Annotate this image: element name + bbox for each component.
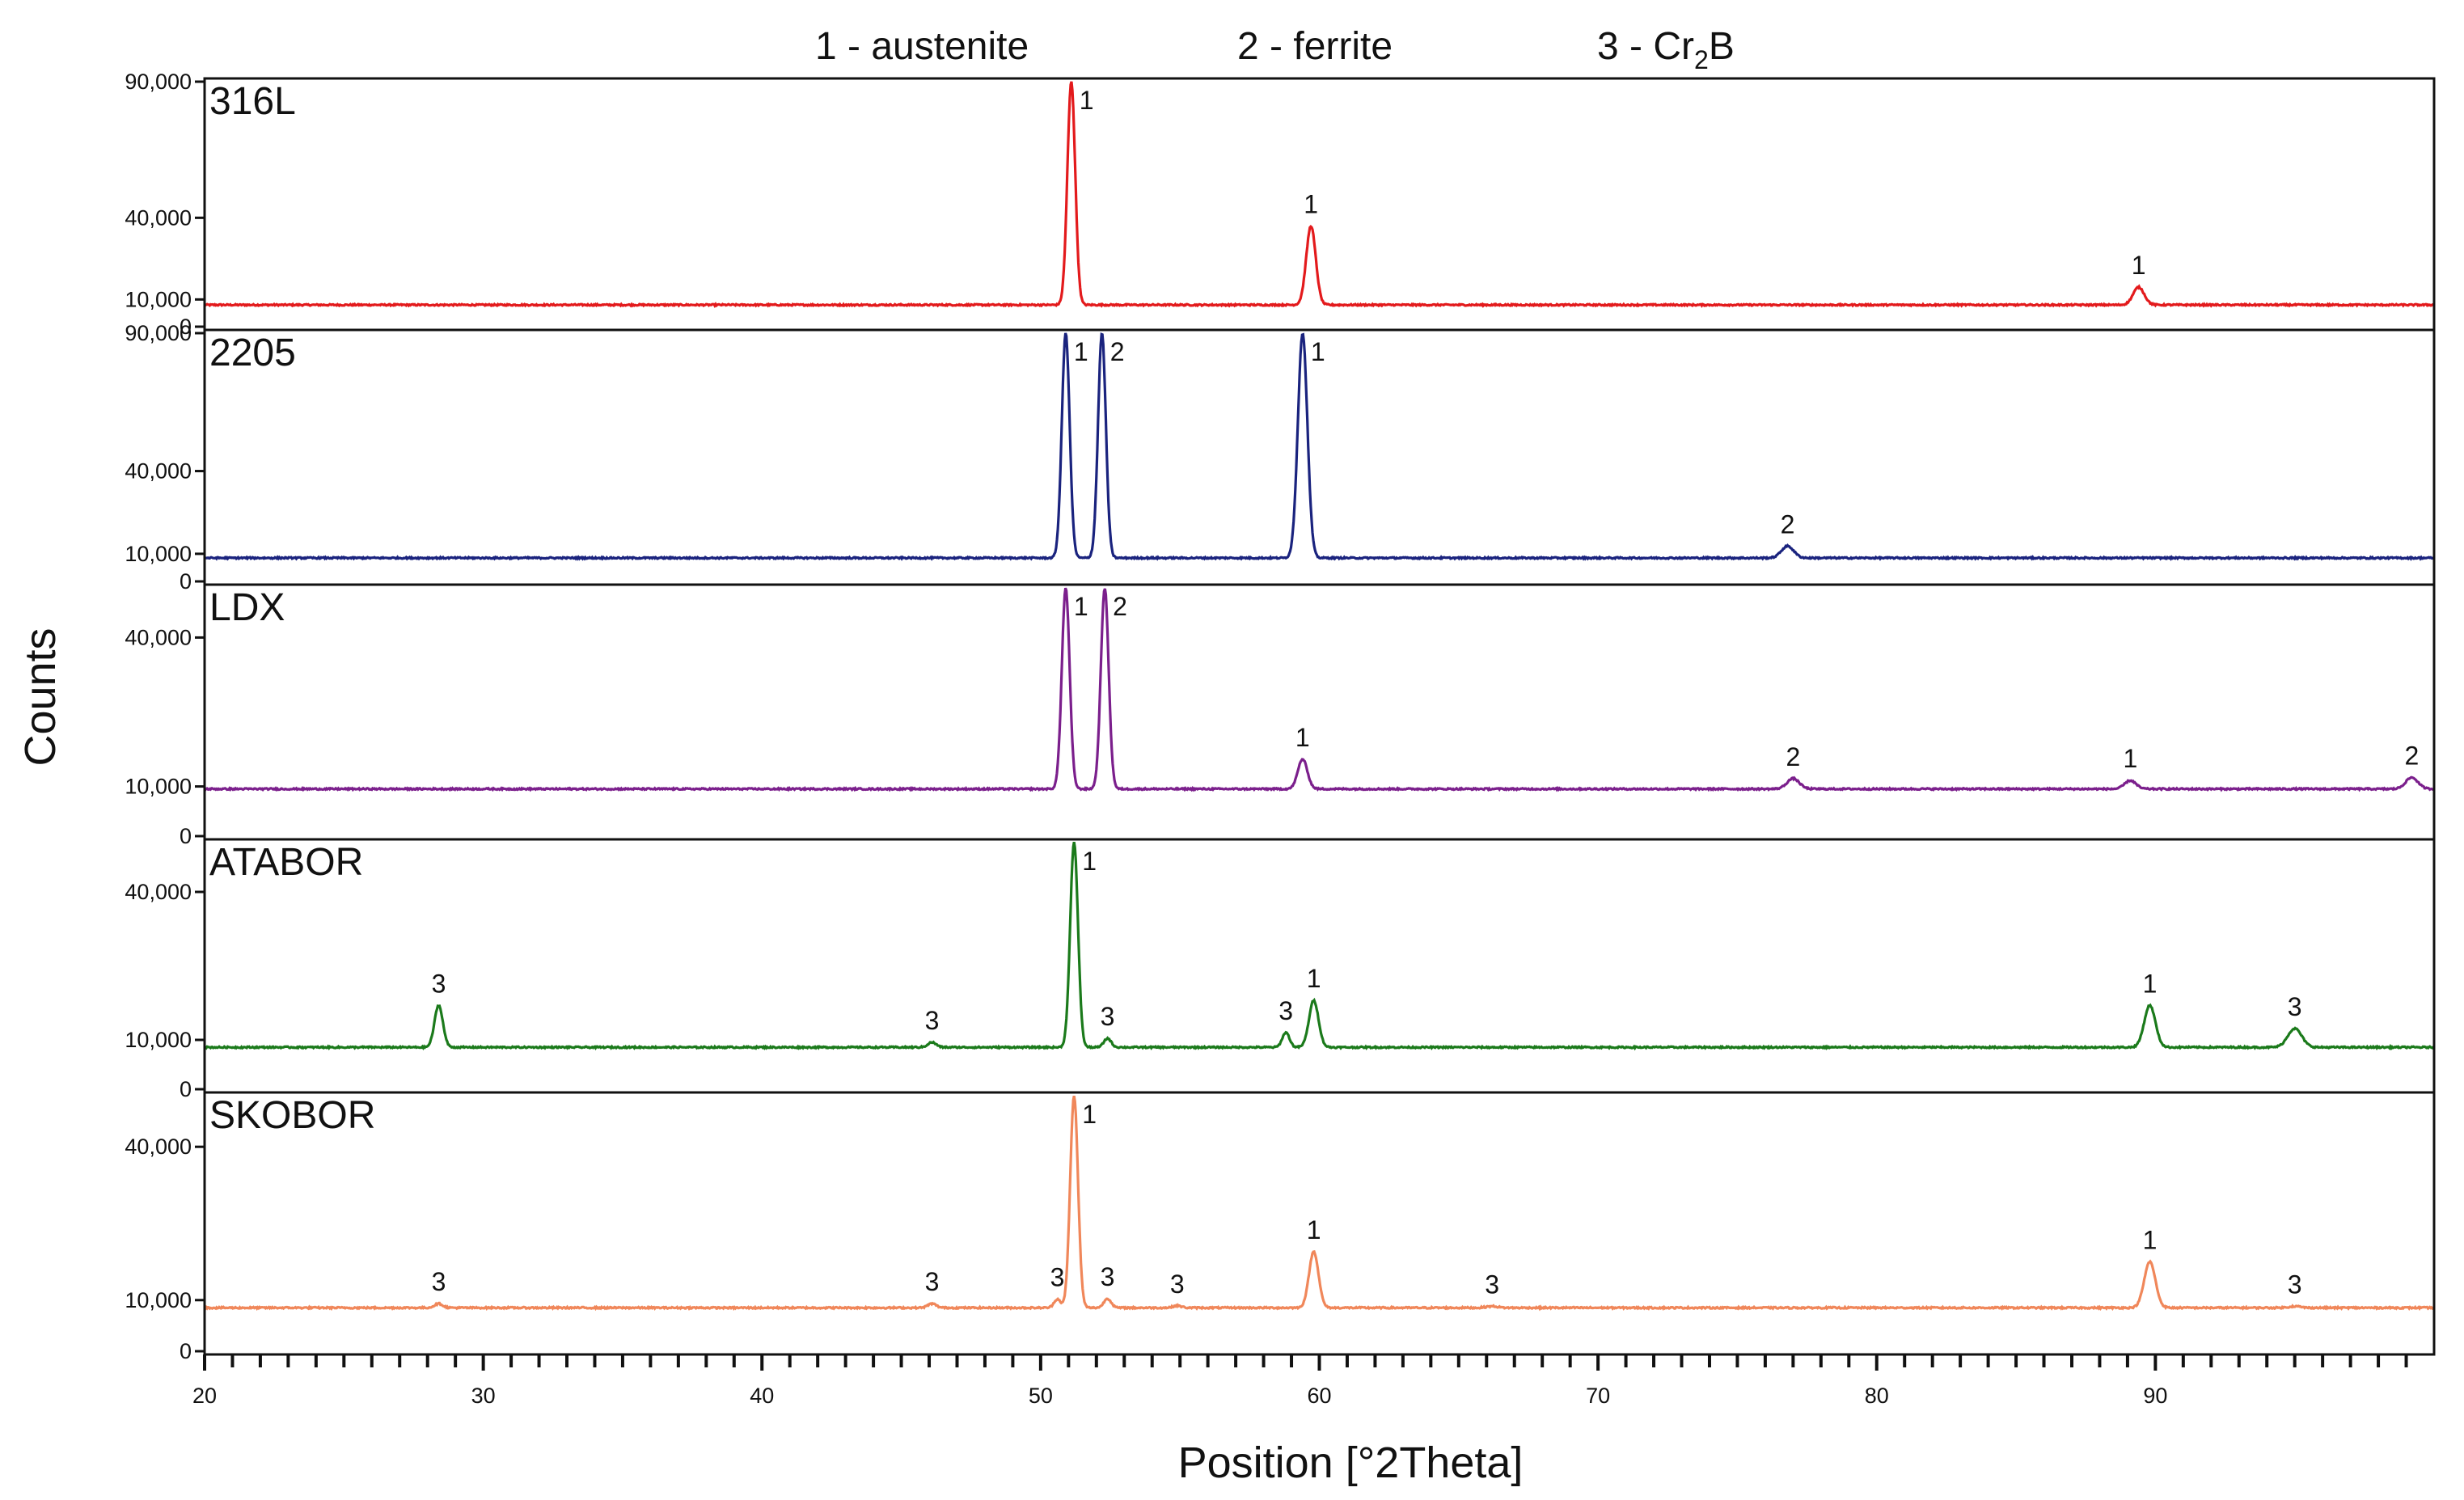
peak-label: 1 bbox=[1082, 847, 1097, 876]
y-tick-label: 40,000 bbox=[125, 459, 192, 484]
peak-label: 3 bbox=[1278, 996, 1293, 1025]
peak-label: 3 bbox=[1485, 1270, 1499, 1299]
peak-label: 3 bbox=[925, 1006, 940, 1035]
y-axis-title: Counts bbox=[16, 627, 65, 766]
peak-label: 3 bbox=[925, 1267, 940, 1296]
peak-label: 1 bbox=[2143, 1225, 2158, 1254]
panel-frame bbox=[203, 583, 2436, 841]
chart-panels: 0 10,000 40,000 90,000 316L 1 1 1 0 10,000 40,000 9… bbox=[125, 70, 2436, 1363]
x-tick-label: 40 bbox=[750, 1384, 774, 1408]
y-tick-label: 40,000 bbox=[125, 205, 192, 230]
series-line-2205 bbox=[205, 332, 2434, 561]
phase-legend: 1 - austenite 2 - ferrite 3 - Cr2B bbox=[815, 25, 1735, 74]
sample-label: ATABOR bbox=[209, 841, 363, 884]
y-tick-label: 10,000 bbox=[125, 287, 192, 311]
x-tick-label: 30 bbox=[471, 1384, 496, 1408]
x-axis-title: Position [°2Theta] bbox=[1178, 1439, 1524, 1487]
peak-label: 1 bbox=[1080, 86, 1094, 115]
sample-label: LDX bbox=[209, 586, 285, 629]
series-line-atabor bbox=[205, 842, 2434, 1051]
x-tick-label: 60 bbox=[1307, 1384, 1331, 1408]
y-tick-label: 10,000 bbox=[125, 542, 192, 566]
peak-label: 3 bbox=[2288, 992, 2302, 1021]
legend-entry-cr2b: 3 - Cr2B bbox=[1597, 25, 1735, 74]
peak-label: 3 bbox=[432, 969, 446, 998]
y-tick-label: 0 bbox=[180, 569, 192, 594]
peak-label: 2 bbox=[1786, 742, 1800, 771]
y-tick-label: 10,000 bbox=[125, 1288, 192, 1312]
peak-label: 2 bbox=[2405, 742, 2420, 771]
y-tick-label: 0 bbox=[180, 1077, 192, 1101]
x-tick-label: 70 bbox=[1586, 1384, 1610, 1408]
x-tick-label: 80 bbox=[1865, 1384, 1889, 1408]
peak-label: 3 bbox=[1101, 1262, 1115, 1291]
y-tick-label: 40,000 bbox=[125, 880, 192, 904]
sample-label: SKOBOR bbox=[209, 1094, 375, 1137]
peak-label: 1 bbox=[1074, 337, 1088, 366]
peak-label: 1 bbox=[1311, 337, 1325, 366]
sample-label: 2205 bbox=[209, 332, 296, 374]
peak-label: 1 bbox=[1304, 189, 1318, 218]
panel-skobor: 0 10,000 40,000 SKOBOR 3 3 3 1 3 3 1 3 1 3 bbox=[125, 1091, 2436, 1363]
legend-entry-ferrite: 2 - ferrite bbox=[1237, 25, 1393, 68]
sample-label: 316L bbox=[209, 80, 296, 123]
y-tick-label: 90,000 bbox=[125, 321, 192, 345]
y-tick-label: 10,000 bbox=[125, 1028, 192, 1052]
peak-label: 3 bbox=[2288, 1270, 2302, 1299]
y-tick-label: 0 bbox=[180, 824, 192, 848]
peak-label: 2 bbox=[1113, 592, 1127, 621]
peak-label: 3 bbox=[432, 1267, 446, 1296]
peak-label: 1 bbox=[2123, 744, 2137, 773]
panel-316l: 0 10,000 40,000 90,000 316L 1 1 1 bbox=[125, 70, 2436, 339]
peak-label: 1 bbox=[1307, 1215, 1321, 1244]
y-tick-label: 90,000 bbox=[125, 70, 192, 94]
peak-label: 3 bbox=[1170, 1270, 1185, 1299]
legend-entry-austenite: 1 - austenite bbox=[815, 25, 1029, 68]
peak-label: 1 bbox=[2143, 969, 2158, 998]
peak-label: 1 bbox=[2132, 251, 2146, 280]
series-line-316l bbox=[205, 81, 2434, 309]
y-tick-label: 10,000 bbox=[125, 775, 192, 799]
panel-frame bbox=[203, 328, 2436, 586]
peak-label: 3 bbox=[1101, 1002, 1115, 1031]
peak-label: 1 bbox=[1074, 592, 1088, 621]
peak-label: 1 bbox=[1307, 964, 1321, 993]
peak-label: 3 bbox=[1050, 1263, 1065, 1292]
x-tick-label: 90 bbox=[2143, 1384, 2167, 1408]
series-line-skobor bbox=[205, 1096, 2434, 1312]
x-axis: 20 30 40 50 60 70 80 90 bbox=[192, 1353, 2434, 1408]
peak-label: 1 bbox=[1295, 723, 1310, 752]
series-line-ldx bbox=[205, 587, 2434, 792]
y-tick-label: 40,000 bbox=[125, 625, 192, 649]
peak-label: 2 bbox=[1110, 337, 1125, 366]
peak-label: 1 bbox=[1082, 1100, 1097, 1129]
y-tick-label: 40,000 bbox=[125, 1135, 192, 1159]
y-tick-label: 0 bbox=[180, 1339, 192, 1363]
x-tick-label: 20 bbox=[192, 1384, 217, 1408]
y-tick-label: 0 bbox=[180, 315, 192, 339]
x-tick-label: 50 bbox=[1029, 1384, 1053, 1408]
peak-label: 2 bbox=[1781, 509, 1795, 539]
